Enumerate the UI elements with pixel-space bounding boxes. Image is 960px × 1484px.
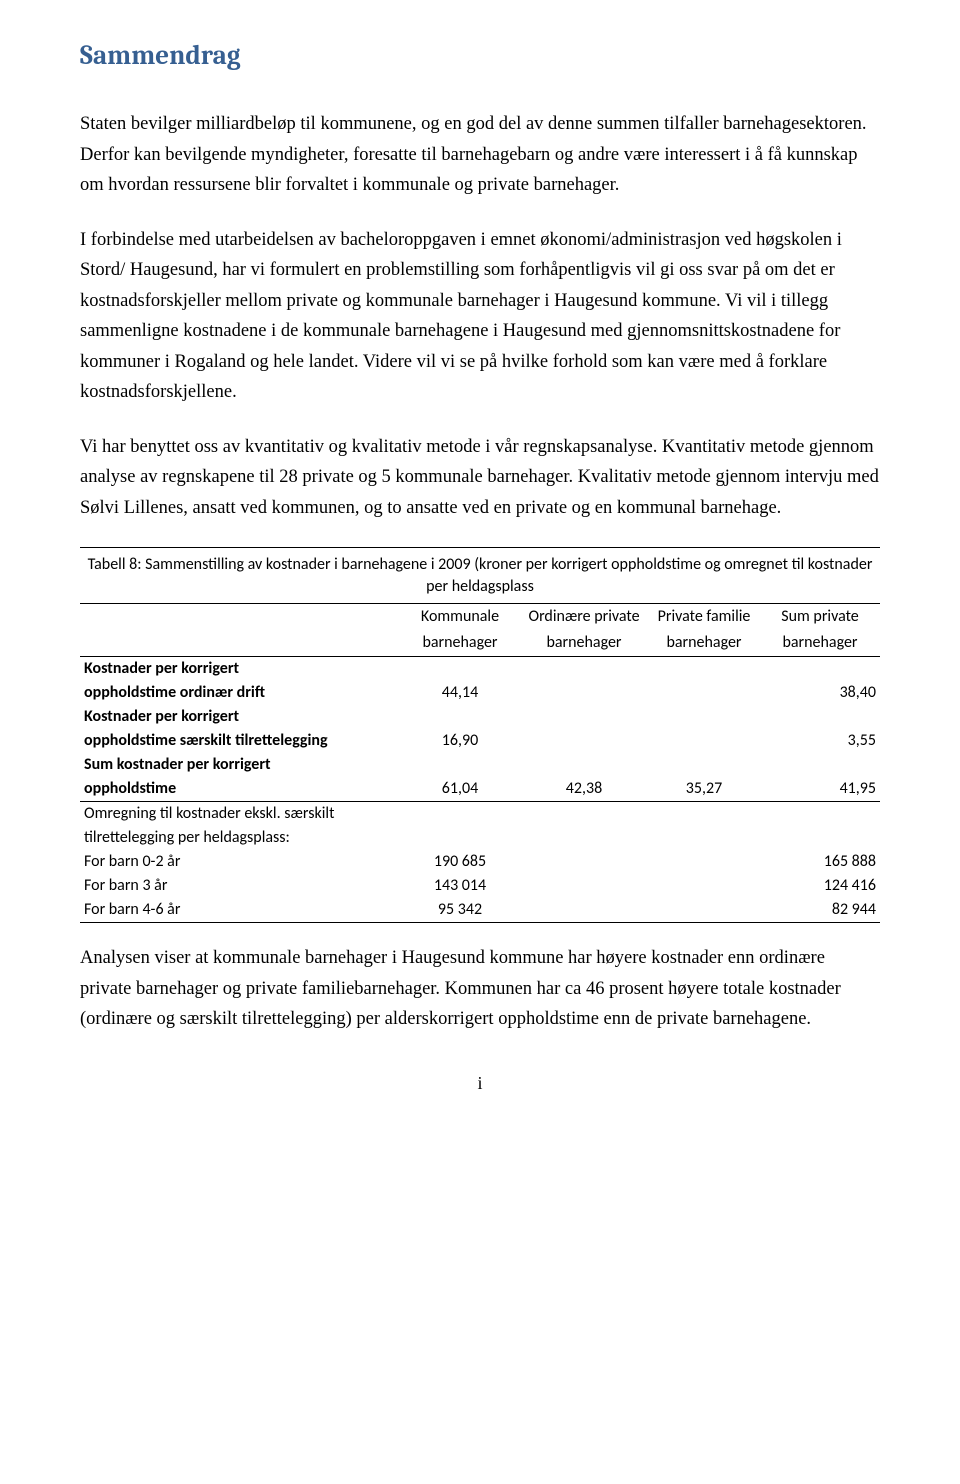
row3-v4: 41,95 [760, 777, 880, 802]
col-head-ordinaere-1: Ordinære private [520, 604, 648, 630]
col-head-ordinaere-2: barnehager [520, 630, 648, 657]
row1-v4: 38,40 [760, 681, 880, 705]
row1-label2: oppholdstime ordinær drift [80, 681, 400, 705]
row7-v1: 95 342 [400, 898, 520, 923]
row2-v4: 3,55 [760, 729, 880, 753]
col-head-familie-1: Private familie [648, 604, 760, 630]
row1-v1: 44,14 [400, 681, 520, 705]
row4-label2: tilrettelegging per heldagsplass: [80, 826, 400, 850]
row3-v2: 42,38 [520, 777, 648, 802]
col-head-sumpriv-1: Sum private [760, 604, 880, 630]
row3-v1: 61,04 [400, 777, 520, 802]
row2-v1: 16,90 [400, 729, 520, 753]
row3-label2: oppholdstime [80, 777, 400, 802]
col-head-sumpriv-2: barnehager [760, 630, 880, 657]
row5-v1: 190 685 [400, 850, 520, 874]
row5-v4: 165 888 [760, 850, 880, 874]
table-data: Kommunale Ordinære private Private famil… [80, 604, 880, 923]
row3-label1: Sum kostnader per korrigert [80, 753, 400, 777]
row1-label1: Kostnader per korrigert [80, 657, 400, 682]
row6-label: For barn 3 år [80, 874, 400, 898]
row7-label: For barn 4-6 år [80, 898, 400, 923]
col-head-kommunale-2: barnehager [400, 630, 520, 657]
row2-label2: oppholdstime særskilt tilrettelegging [80, 729, 400, 753]
row4-label1: Omregning til kostnader ekskl. særskilt [80, 802, 400, 827]
row3-v3: 35,27 [648, 777, 760, 802]
row5-label: For barn 0-2 år [80, 850, 400, 874]
paragraph-3: Vi har benyttet oss av kvantitativ og kv… [80, 432, 880, 524]
row6-v1: 143 014 [400, 874, 520, 898]
table-caption: Tabell 8: Sammenstilling av kostnader i … [80, 547, 880, 604]
page-number: i [80, 1073, 880, 1094]
page-heading: Sammendrag [80, 40, 880, 71]
col-head-kommunale-1: Kommunale [400, 604, 520, 630]
row2-label1: Kostnader per korrigert [80, 705, 400, 729]
row6-v4: 124 416 [760, 874, 880, 898]
paragraph-1: Staten bevilger milliardbeløp til kommun… [80, 109, 880, 201]
row7-v4: 82 944 [760, 898, 880, 923]
cost-table: Tabell 8: Sammenstilling av kostnader i … [80, 547, 880, 923]
paragraph-4: Analysen viser at kommunale barnehager i… [80, 943, 880, 1035]
paragraph-2: I forbindelse med utarbeidelsen av bache… [80, 225, 880, 408]
document-page: Sammendrag Staten bevilger milliardbeløp… [0, 0, 960, 1484]
col-head-familie-2: barnehager [648, 630, 760, 657]
